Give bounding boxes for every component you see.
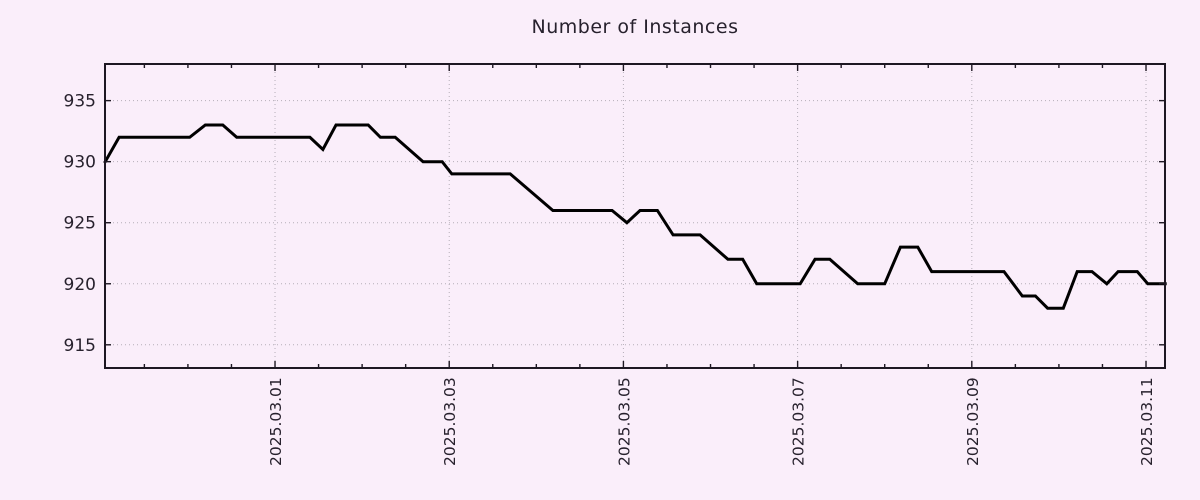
chart-title: Number of Instances [531,16,739,38]
x-tick-label: 2025.03.03 [441,377,459,466]
plot-border [104,63,1166,369]
x-tick-label: 2025.03.01 [267,377,285,466]
y-tick-label: 930 [64,153,96,173]
grid [105,64,1165,368]
x-tick-label: 2025.03.11 [1138,377,1156,466]
series-line-instances [103,123,1167,310]
y-tick-label: 915 [64,336,96,356]
y-tick-label: 920 [64,275,96,295]
x-tick-label: 2025.03.09 [964,377,982,466]
x-tick-label: 2025.03.07 [790,377,808,466]
axis-ticks [105,64,1165,368]
x-tick-label: 2025.03.05 [615,377,633,466]
y-tick-label: 935 [64,92,96,112]
y-tick-label: 925 [64,214,96,234]
